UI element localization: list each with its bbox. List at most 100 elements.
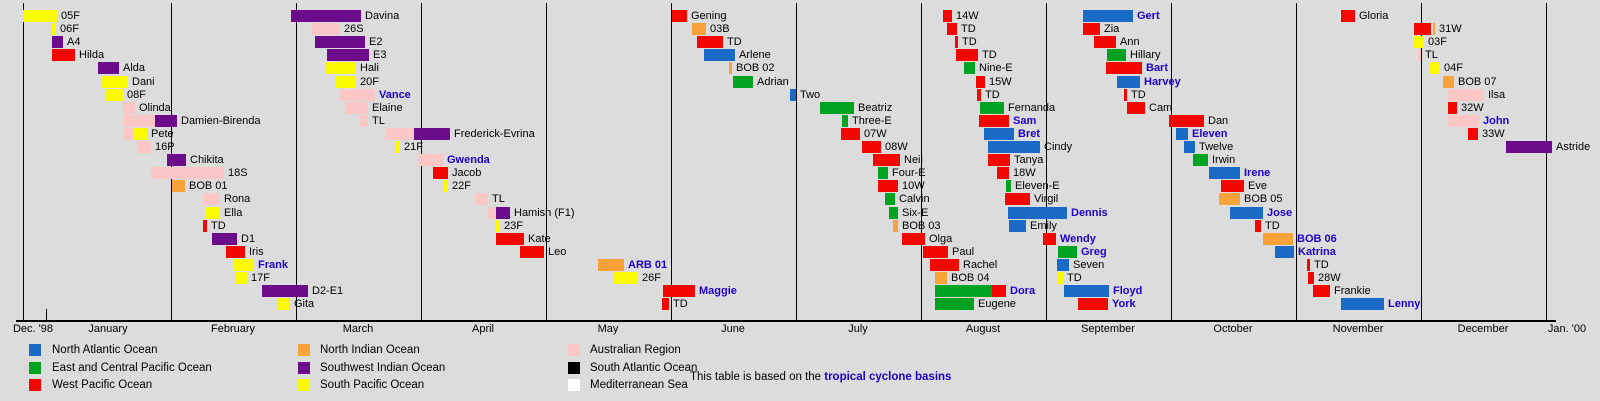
storm-bar xyxy=(335,75,356,88)
storm-label[interactable]: Katrina xyxy=(1298,245,1336,258)
storm-label: TD xyxy=(211,219,226,232)
storm-bar xyxy=(1106,62,1142,75)
storm-label[interactable]: Vance xyxy=(379,88,411,101)
storm-bar xyxy=(385,127,414,140)
storm-label[interactable]: Maggie xyxy=(699,285,737,298)
storm-label: TD xyxy=(1314,258,1329,271)
storm-bar xyxy=(1414,36,1424,49)
storm-label[interactable]: Dennis xyxy=(1071,206,1108,219)
storm-label[interactable]: Gwenda xyxy=(447,154,490,167)
storm-label[interactable]: ARB 01 xyxy=(628,258,668,271)
storm-label: Alda xyxy=(123,62,146,75)
storm-bar xyxy=(98,62,119,75)
storm-label[interactable]: Wendy xyxy=(1060,232,1096,245)
storm-label: A4 xyxy=(67,36,81,49)
storm-bar xyxy=(1008,206,1067,219)
storm-label: Frederick-Evrina xyxy=(454,127,535,140)
storm-label[interactable]: Irene xyxy=(1244,167,1271,180)
storm-bar xyxy=(291,10,361,22)
storm-label: Davina xyxy=(365,10,400,22)
storm-label: 31W xyxy=(1439,23,1462,36)
storm-label: 18W xyxy=(1013,167,1036,180)
storm-label: Hamish (F1) xyxy=(514,206,575,219)
storm-label[interactable]: Gert xyxy=(1137,10,1160,22)
storm-bar xyxy=(964,62,975,75)
storm-bar xyxy=(1006,180,1011,193)
storm-label[interactable]: Floyd xyxy=(1113,285,1143,298)
storm-bar xyxy=(1230,206,1263,219)
storm-label: Ilsa xyxy=(1488,88,1506,101)
legend-swatch xyxy=(29,344,41,356)
storm-bar xyxy=(842,114,848,127)
storm-bar xyxy=(1443,75,1454,88)
storm-label[interactable]: Eleven xyxy=(1192,127,1228,140)
storm-label[interactable]: Lenny xyxy=(1388,298,1421,311)
legend-swatch xyxy=(568,379,580,391)
storm-bar xyxy=(340,88,375,101)
storm-label: Dani xyxy=(132,75,155,88)
storm-bar xyxy=(212,232,237,245)
month-label: February xyxy=(210,323,256,335)
storm-label: Zia xyxy=(1104,23,1120,36)
storm-label: Olinda xyxy=(139,101,171,114)
storm-label[interactable]: Sam xyxy=(1013,114,1037,127)
storm-bar xyxy=(930,258,959,271)
storm-bar xyxy=(1308,272,1314,284)
storm-label[interactable]: Harvey xyxy=(1144,75,1181,88)
storm-bar xyxy=(1263,232,1293,245)
storm-label: 08W xyxy=(885,141,908,153)
storm-bar xyxy=(672,10,687,22)
storm-label[interactable]: Greg xyxy=(1081,245,1107,258)
month-gridline xyxy=(296,3,297,320)
storm-bar xyxy=(988,154,1010,167)
month-label: November xyxy=(1332,323,1384,335)
month-gridline xyxy=(546,3,547,320)
storm-bar xyxy=(1005,193,1030,206)
storm-label[interactable]: Frank xyxy=(258,258,288,271)
footnote-link-tropical-cyclone-basins[interactable]: tropical cyclone basins xyxy=(824,371,952,383)
storm-label[interactable]: York xyxy=(1112,298,1136,311)
storm-label[interactable]: John xyxy=(1483,114,1510,127)
legend-label: South Atlantic Ocean xyxy=(590,362,698,374)
storm-bar xyxy=(106,88,123,101)
storm-bar xyxy=(1169,114,1204,127)
storm-bar xyxy=(1124,88,1127,101)
storm-bar xyxy=(345,101,368,114)
storm-bar xyxy=(1506,141,1552,153)
storm-bar xyxy=(124,114,155,127)
month-label: March xyxy=(342,323,374,335)
storm-label: 26F xyxy=(642,272,661,284)
storm-label[interactable]: Bart xyxy=(1146,62,1169,75)
storm-bar xyxy=(1043,232,1056,245)
storm-label: BOB 04 xyxy=(951,272,990,284)
storm-bar xyxy=(23,10,57,22)
storm-bar xyxy=(327,49,369,62)
month-label: July xyxy=(848,323,868,335)
month-label: Dec. '98 xyxy=(12,323,54,335)
storm-label: 06F xyxy=(60,23,79,36)
storm-label[interactable]: Jose xyxy=(1267,206,1293,219)
storm-label[interactable]: Dora xyxy=(1010,285,1036,298)
storm-bar xyxy=(1078,298,1108,311)
storm-bar xyxy=(395,141,400,153)
storm-bar xyxy=(1083,10,1133,22)
time-axis xyxy=(16,320,1556,322)
storm-bar xyxy=(326,62,356,75)
storm-label: BOB 01 xyxy=(189,180,228,193)
storm-label[interactable]: BOB 06 xyxy=(1297,232,1337,245)
storm-label: Eve xyxy=(1248,180,1267,193)
storm-label: Gening xyxy=(691,10,727,22)
storm-bar xyxy=(1448,114,1479,127)
storm-label[interactable]: Bret xyxy=(1018,127,1041,140)
storm-bar xyxy=(1418,49,1421,62)
storm-label: Iris xyxy=(249,245,264,258)
storm-label: TD xyxy=(982,49,997,62)
legend-label: West Pacific Ocean xyxy=(52,379,153,391)
storm-label: Olga xyxy=(929,232,953,245)
storm-bar xyxy=(1127,101,1145,114)
legend-label: Mediterranean Sea xyxy=(590,379,688,391)
storm-label: Ella xyxy=(224,206,243,219)
storm-bar xyxy=(1107,49,1126,62)
storm-label: 03B xyxy=(710,23,730,36)
storm-bar xyxy=(1448,88,1484,101)
